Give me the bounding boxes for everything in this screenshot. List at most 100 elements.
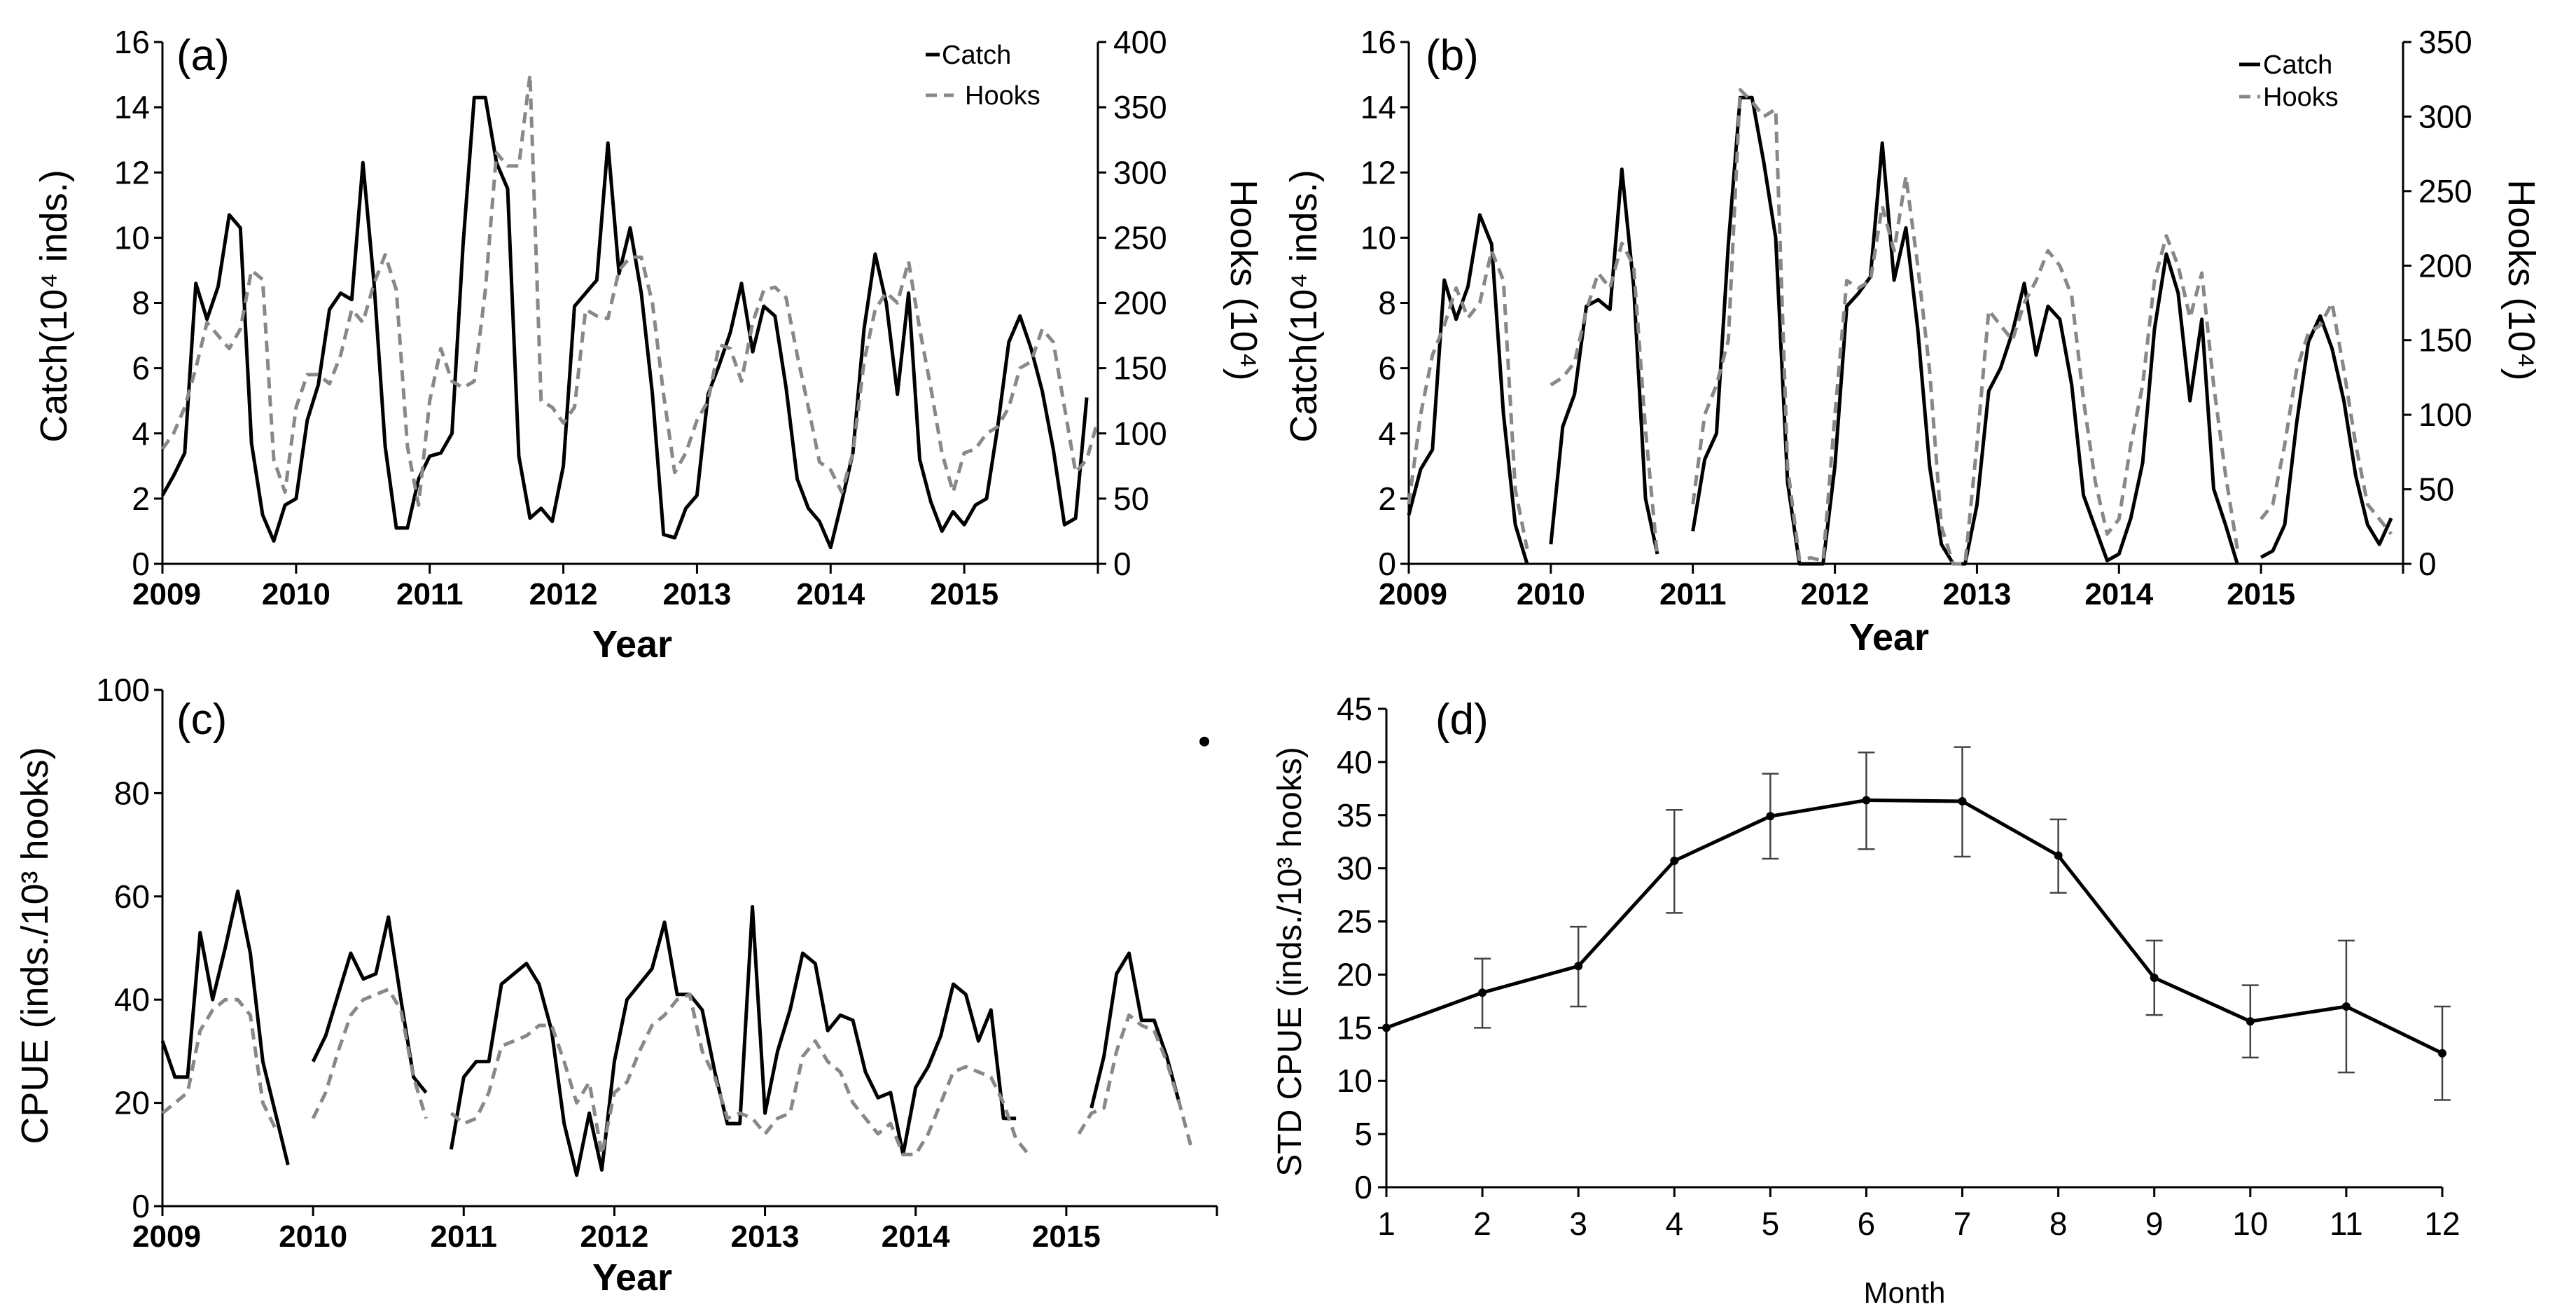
panel-d-y-tick-label: 15 [1337,1009,1372,1046]
panel-d-series-std-cpue [1386,798,2444,1056]
panel-c-x-tick-label: 2010 [279,1219,347,1254]
panel-c-x-tick-label: 2011 [431,1219,497,1254]
panel-b-x-tick-label: 2012 [1801,577,1870,611]
panel-d-x-axis-label: Month [1864,1276,1946,1309]
panel-d-y-tick-label: 10 [1337,1063,1372,1099]
panel-d-point [1478,988,1487,997]
panel-d-point [2150,973,2159,982]
panel-a-y2-tick-label: 150 [1113,350,1167,387]
panel-a-legend-hooks: Hooks [965,81,1040,111]
panel-a-legend-catch: Catch [942,41,1011,70]
panel-d-point [2246,1017,2255,1026]
panel-a-y-tick-label: 2 [132,480,150,517]
panel-b-x-tick-label: 2015 [2227,577,2295,611]
panel-c-y-tick-label: 0 [132,1188,150,1224]
panel-d-y-axis-label: STD CPUE (inds./10³ hooks) [1272,747,1309,1177]
panel-a-y-tick-label: 6 [132,350,150,387]
panel-a-x-tick-label: 2011 [396,577,463,611]
panel-b-legend-catch: Catch [2263,50,2332,80]
panel-c: (c) CPUE (inds./10³ hooks) Year 0 20 40 60 8… [14,672,1218,1299]
panel-b-y2-tick-label: 100 [2418,396,2472,433]
panel-a-y-axis-label: Catch(10⁴ inds.) [33,170,75,442]
panel-c-y-axis-label: CPUE (inds./10³ hooks) [14,747,56,1144]
panel-d-point [2438,1049,2446,1058]
panel-c-y-tick-label: 60 [114,878,150,915]
panel-b-x-tick-label: 2011 [1659,577,1726,611]
panel-d-point [2341,1002,2351,1011]
panel-c-x-tick-label: 2009 [132,1219,201,1254]
panel-a-y2-tick-label: 50 [1113,480,1149,517]
panel-a-y-tick-label: 12 [114,154,150,191]
panel-b-y-tick-label: 14 [1360,89,1396,125]
panel-d-x-tick-label: 11 [2330,1205,2363,1242]
panel-a-y2-tick-label: 200 [1113,285,1167,321]
panel-a-y2-tick-label: 250 [1113,219,1167,256]
panel-c-y-tick-label: 40 [114,981,150,1018]
panel-b-y2-tick-label: 250 [2418,173,2472,209]
panel-d: (d) STD CPUE (inds./10³ hooks) Month 0 5 1… [1272,691,2460,1309]
panel-b-y-axis-label: Catch(10⁴ inds.) [1283,170,1325,442]
panel-c-x-axis-label: Year [592,1257,672,1299]
panel-b-y-tick-label: 6 [1378,350,1396,387]
panel-c-x-tick-label: 2013 [731,1219,800,1254]
panel-b-y2-tick-label: 150 [2418,322,2472,359]
panel-b-y2-tick-label: 350 [2418,24,2472,60]
panel-d-x-tick-label: 12 [2424,1205,2460,1242]
panel-a-y2-tick-label: 300 [1113,154,1167,191]
panel-a-y-tick-label: 8 [132,285,150,321]
panel-a-x-axis-label: Year [592,623,672,665]
panel-d-x-tick-label: 7 [1954,1205,1972,1242]
panel-a-y-tick-label: 4 [132,415,150,452]
panel-c-x-tick-label: 2015 [1032,1219,1101,1254]
panel-a-x-tick-label: 2015 [930,577,998,611]
panel-d-point [1574,962,1583,971]
panel-b-y2-tick-label: 50 [2418,471,2454,508]
panel-b-y-tick-label: 0 [1378,546,1396,582]
panel-c-y-tick-label: 80 [114,775,150,811]
panel-d-point [1862,796,1871,805]
panel-c-label: (c) [176,696,227,744]
panel-d-x-tick-label: 10 [2232,1205,2268,1242]
panel-a-x-tick-label: 2010 [262,577,330,611]
panel-b: (b) Catch(10⁴ inds.) Hooks (10⁴) Year Ca… [1283,24,2542,658]
panel-a-y2-tick-label: 0 [1113,546,1132,582]
panel-d-x-tick-label: 3 [1569,1205,1587,1242]
panel-b-y-tick-label: 12 [1360,154,1396,191]
panel-c-x-tick-label: 2014 [882,1219,950,1254]
panel-d-x-tick-label: 8 [2049,1205,2068,1242]
panel-a-y-tick-label: 10 [114,219,150,256]
panel-b-y-tick-label: 16 [1360,24,1396,60]
panel-d-y-tick-label: 45 [1337,691,1372,727]
panel-b-x-tick-label: 2014 [2084,577,2153,611]
panel-d-x-tick-label: 5 [1762,1205,1780,1242]
panel-b-label: (b) [1426,32,1479,80]
panel-a-label: (a) [176,32,230,80]
panel-b-legend-hooks: Hooks [2263,83,2339,112]
panel-b-x-tick-label: 2013 [1942,577,2011,611]
panel-a-y2-tick-label: 400 [1113,24,1167,60]
panel-d-y-tick-label: 30 [1337,850,1372,887]
panel-c-x-tick-label: 2012 [580,1219,648,1254]
panel-a-series-catch [160,95,1089,550]
panel-d-x-tick-label: 6 [1858,1205,1876,1242]
panel-b-x-tick-label: 2009 [1379,577,1447,611]
panel-b-x-axis-label: Year [1849,616,1929,658]
panel-a-y2-axis-label: Hooks (10⁴) [1223,179,1265,380]
panel-a: (a) Catch(10⁴ inds.) Hooks (10⁴) Year Ca… [33,24,1265,665]
panel-b-y-tick-label: 8 [1378,285,1396,321]
panel-c-y-tick-label: 100 [96,672,150,708]
panel-a-x-tick-label: 2009 [132,577,201,611]
panel-a-x-tick-label: 2012 [529,577,598,611]
panel-a-x-tick-label: 2014 [796,577,865,611]
panel-b-y-tick-label: 4 [1378,415,1396,452]
panel-d-y-tick-label: 25 [1337,904,1372,940]
panel-c-series-std-cpue [161,988,1194,1156]
panel-a-y-tick-label: 16 [114,24,150,60]
panel-d-x-tick-label: 1 [1377,1205,1395,1242]
panel-c-point-cpue [1199,736,1210,747]
panel-b-series-hooks [1407,88,2393,566]
panel-b-x-tick-label: 2010 [1517,577,1585,611]
panel-b-y2-tick-label: 200 [2418,247,2472,284]
panel-d-y-tick-label: 40 [1337,744,1372,780]
